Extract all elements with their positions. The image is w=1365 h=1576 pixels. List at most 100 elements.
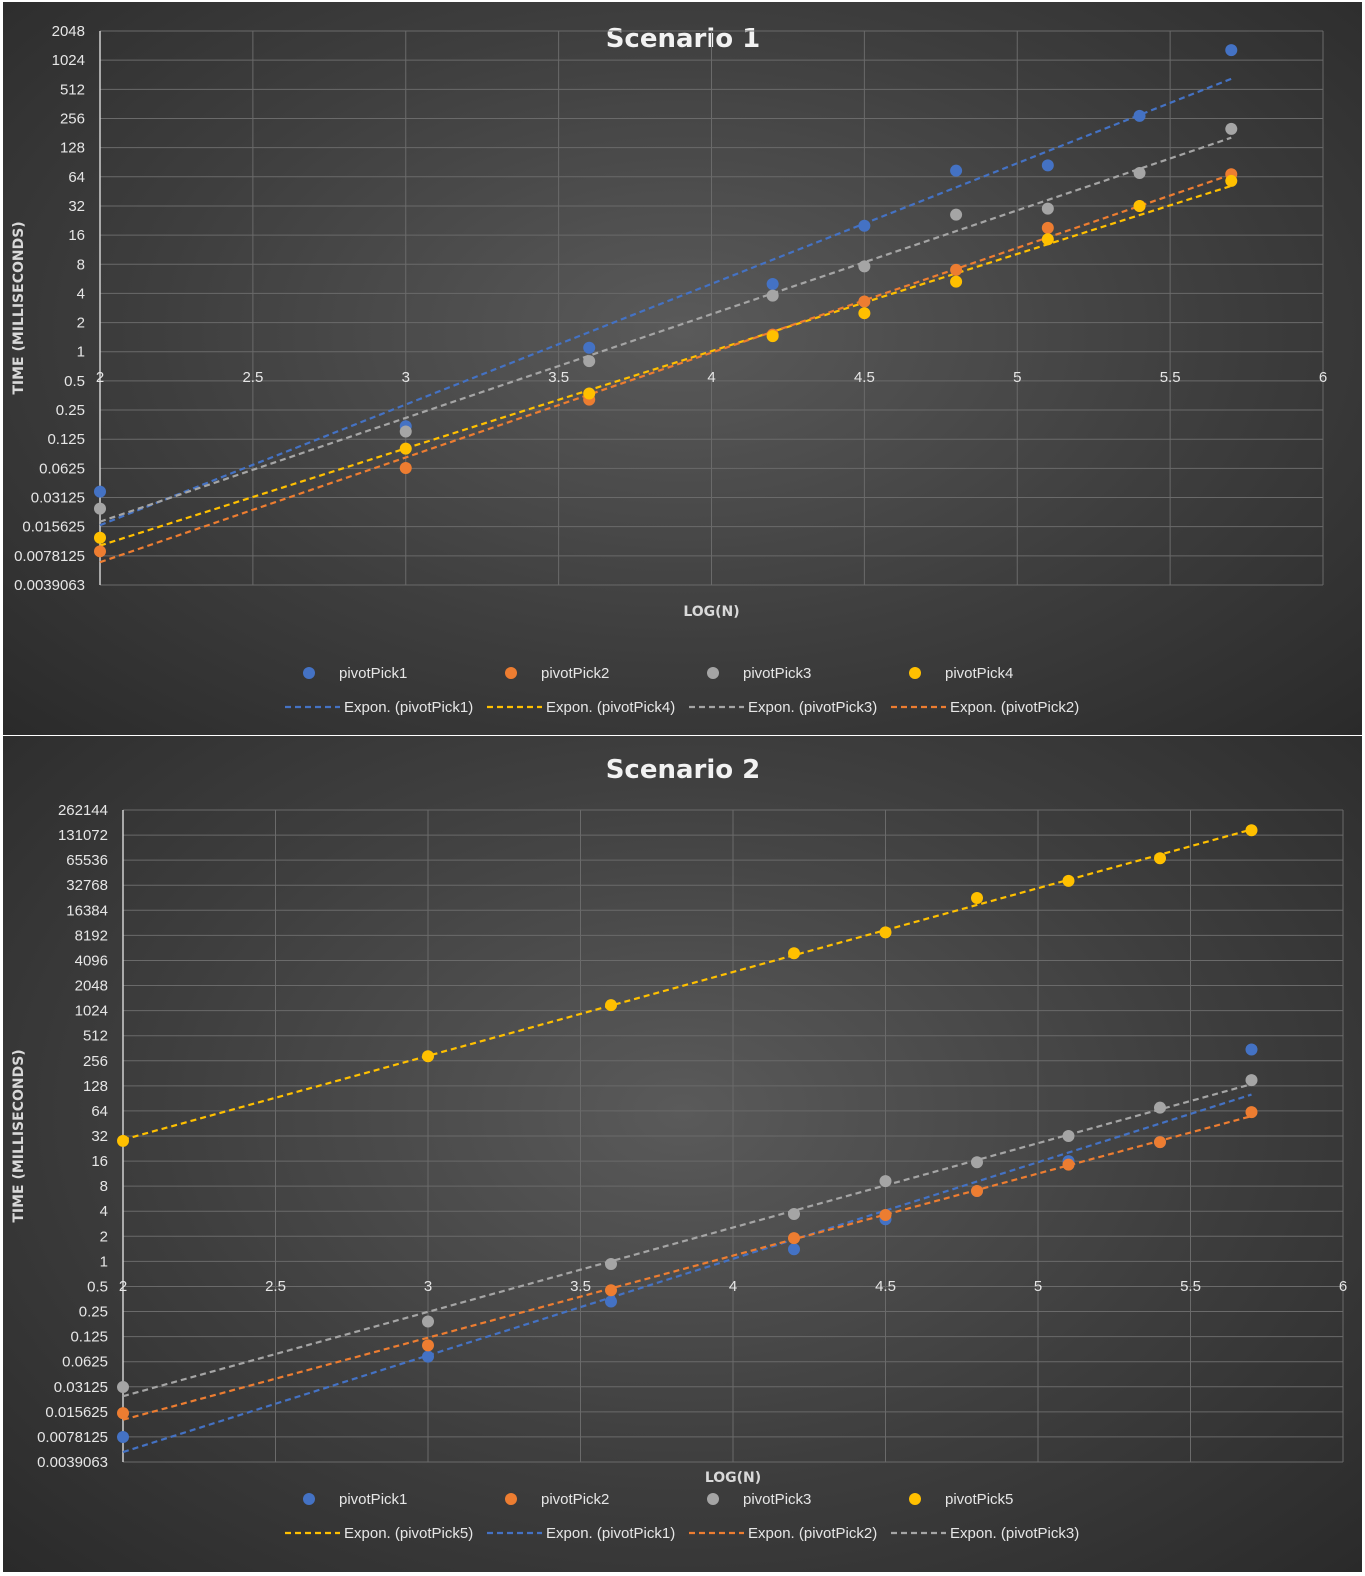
data-point-pivotPick3 [1041,202,1054,215]
data-point-pivotPick1 [1225,44,1238,57]
data-point-pivotPick1 [1133,109,1146,122]
data-point-pivotPick5 [1062,874,1075,887]
legend-label: pivotPick4 [945,665,1013,682]
y-tick-label: 0.0078125 [37,1429,108,1446]
trendline-pivotPick3 [122,1083,1252,1398]
data-point-pivotPick5 [605,999,617,1012]
x-tick-label: 5 [1013,369,1021,386]
y-tick-label: 32 [91,1128,108,1145]
data-point-pivotPick3 [1154,1101,1166,1114]
data-point-pivotPick2 [1245,1106,1258,1119]
legend-marker-pivotPick1 [303,1493,315,1505]
data-point-pivotPick2 [94,545,106,558]
data-point-pivotPick4 [766,330,779,343]
y-tick-label: 0.0625 [62,1354,108,1371]
y-tick-label: 1 [77,344,85,361]
trendline-pivotPick3 [99,136,1232,523]
data-point-pivotPick1 [950,164,963,177]
data-point-pivotPick3 [1133,167,1146,180]
legend-marker-pivotPick1 [303,667,315,679]
data-point-pivotPick2 [605,1284,617,1297]
y-tick-label: 1024 [75,1003,108,1020]
y-tick-label: 16 [91,1153,108,1170]
x-tick-label: 4.5 [875,1278,896,1295]
data-point-pivotPick3 [858,260,871,273]
data-point-pivotPick4 [1133,199,1146,212]
y-tick-label: 0.5 [64,373,85,390]
legend-label: pivotPick1 [339,665,407,682]
y-tick-label: 256 [83,1053,108,1070]
chart-svg-scenario-2: Scenario 2262144131072655363276816384819… [11,755,1347,1542]
y-tick-label: 512 [60,81,85,98]
legend-label: Expon. (pivotPick2) [950,699,1079,716]
data-point-pivotPick3 [788,1208,800,1221]
y-tick-label: 8 [100,1178,108,1195]
legend-marker-pivotPick2 [505,1493,517,1505]
y-tick-label: 4 [100,1203,108,1220]
legend-marker-pivotPick3 [707,1493,719,1505]
x-tick-label: 2.5 [265,1278,286,1295]
data-point-pivotPick5 [788,947,800,960]
chart-title: Scenario 2 [606,755,761,785]
x-tick-label: 3.5 [570,1278,591,1295]
y-tick-label: 4096 [75,952,108,969]
data-point-pivotPick3 [1245,1074,1258,1087]
x-axis-label: LOG(N) [683,604,739,620]
data-point-pivotPick4 [858,307,871,320]
data-point-pivotPick1 [422,1350,434,1363]
legend-label: pivotPick2 [541,1491,609,1508]
data-point-pivotPick1 [605,1295,617,1308]
x-tick-label: 6 [1319,369,1327,386]
data-point-pivotPick3 [879,1175,892,1188]
y-tick-label: 0.125 [70,1329,108,1346]
data-point-pivotPick3 [399,425,412,438]
x-tick-label: 3.5 [548,369,569,386]
trendline-pivotPick2 [99,173,1232,564]
data-point-pivotPick2 [1154,1136,1166,1149]
legend-label: Expon. (pivotPick5) [344,1525,473,1542]
data-point-pivotPick5 [971,892,983,905]
data-point-pivotPick1 [858,219,871,232]
legend-marker-pivotPick3 [707,667,719,679]
data-point-pivotPick4 [950,275,963,288]
y-tick-label: 262144 [58,802,108,819]
y-tick-label: 0.0625 [39,460,85,477]
y-tick-label: 0.015625 [22,519,85,536]
y-tick-label: 0.125 [47,431,85,448]
data-point-pivotPick2 [1062,1158,1075,1171]
data-point-pivotPick4 [583,387,596,400]
data-point-pivotPick5 [422,1050,434,1063]
y-tick-label: 64 [68,169,85,186]
x-tick-label: 2 [96,369,104,386]
x-tick-label: 3 [424,1278,432,1295]
y-tick-label: 2048 [52,23,85,40]
trendline-pivotPick4 [99,184,1232,547]
chart-title: Scenario 1 [606,24,761,54]
data-point-pivotPick3 [950,208,963,221]
y-tick-label: 131072 [58,827,108,844]
data-point-pivotPick1 [1245,1043,1258,1056]
x-tick-label: 6 [1339,1278,1347,1295]
data-point-pivotPick5 [1245,824,1258,837]
data-point-pivotPick2 [422,1339,434,1352]
chart-panel-scenario-2: Scenario 2 262144 131072 65536 32768 16384 819… [3,736,1362,1572]
y-tick-label: 1 [100,1253,108,1270]
y-tick-label: 0.0078125 [14,548,85,565]
y-tick-label: 32768 [66,877,108,894]
y-tick-label: 0.03125 [31,490,85,507]
x-tick-label: 5.5 [1180,1278,1201,1295]
y-axis-label: TIME (MILLISECONDS) [11,1049,27,1222]
y-tick-label: 2048 [75,978,108,995]
data-point-pivotPick3 [422,1315,434,1328]
x-tick-label: 4.5 [854,369,875,386]
trendline-pivotPick5 [122,828,1252,1141]
legend-marker-pivotPick4 [909,667,921,679]
data-point-pivotPick5 [117,1134,129,1147]
x-tick-label: 3 [402,369,410,386]
y-tick-label: 32 [68,198,85,215]
x-tick-label: 5.5 [1160,369,1181,386]
y-tick-label: 0.0039063 [37,1454,108,1471]
x-tick-label: 2.5 [242,369,263,386]
data-point-pivotPick1 [583,341,596,354]
data-point-pivotPick2 [117,1407,129,1420]
